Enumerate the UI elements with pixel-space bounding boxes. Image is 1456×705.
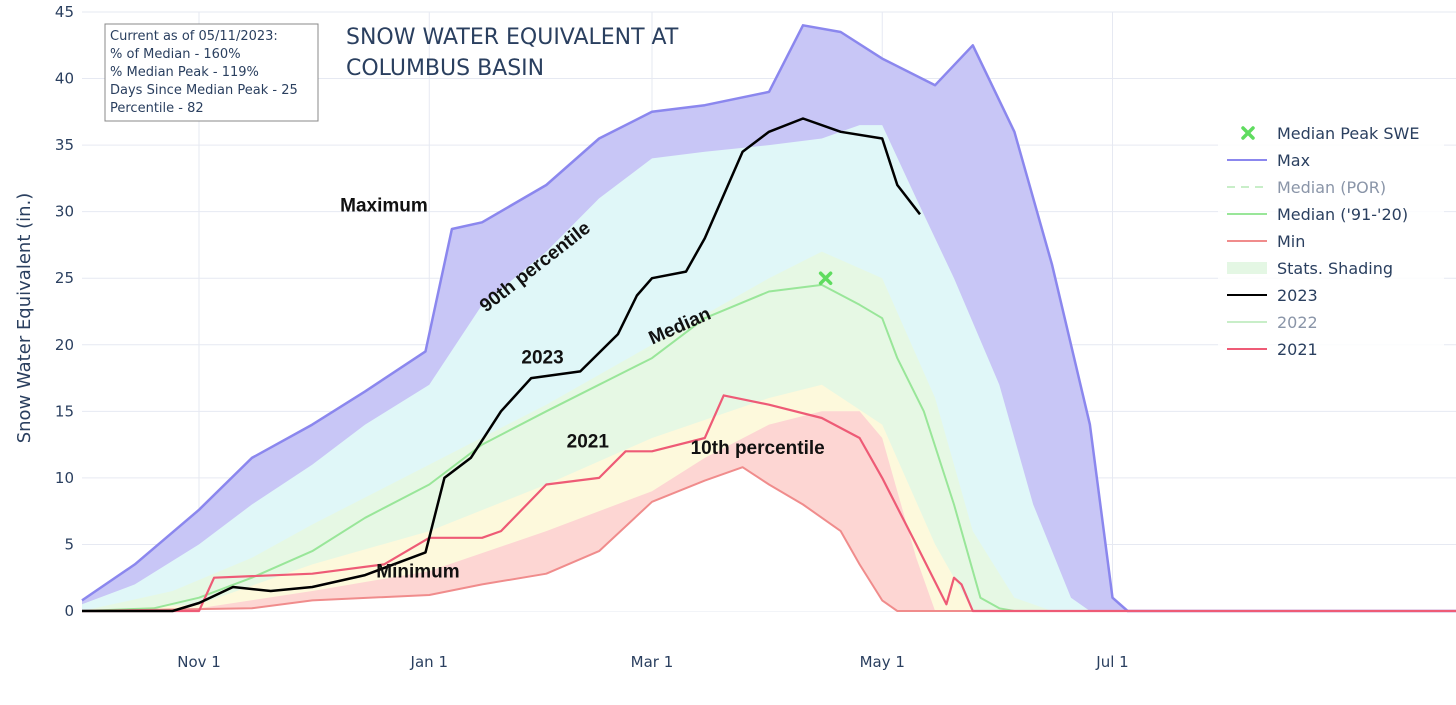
legend-swatch — [1241, 126, 1255, 140]
legend-label: Min — [1277, 232, 1305, 251]
series-line-2023 — [82, 117, 921, 613]
y-tick-label: 25 — [55, 269, 74, 287]
median-peak-marker — [818, 271, 833, 285]
series-line-min — [81, 466, 1456, 612]
series-line-2021 — [82, 394, 1456, 613]
legend-label: 2023 — [1277, 286, 1318, 305]
info-box-line: % Median Peak - 119% — [110, 65, 259, 80]
legend-item: Max — [1227, 151, 1310, 170]
info-box-line: Current as of 05/11/2023: — [110, 29, 278, 44]
info-box-line: Percentile - 82 — [110, 101, 204, 116]
axis-layer: 0 5 10 15 20 25 30 35 40 45 Nov 1 Jan 1 Mar 1 May 1 Ju… — [55, 3, 1129, 671]
x-tick-label: Jan 1 — [410, 653, 448, 671]
info-box-line: Days Since Median Peak - 25 — [110, 83, 298, 98]
y-tick-label: 20 — [55, 336, 74, 354]
annotation-label: 10th percentile — [691, 438, 825, 459]
legend-label: Max — [1277, 151, 1310, 170]
y-tick-label: 0 — [64, 602, 74, 620]
legend-item: Min — [1227, 232, 1305, 251]
y-tick-label: 10 — [55, 469, 74, 487]
y-tick-label: 35 — [55, 136, 74, 154]
x-tick-label: Mar 1 — [631, 653, 674, 671]
legend-swatch — [1227, 262, 1267, 274]
series-line-max — [81, 24, 1456, 613]
band-min — [82, 467, 1456, 611]
legend-item: Stats. Shading — [1227, 259, 1393, 278]
y-tick-label: 15 — [55, 402, 74, 420]
legend-label: Median Peak SWE — [1277, 124, 1419, 143]
y-tick-label: 40 — [55, 70, 74, 88]
x-tick-label: May 1 — [860, 653, 905, 671]
chart-title-line-2: COLUMBUS BASIN — [346, 56, 544, 81]
legend-label: 2022 — [1277, 313, 1318, 332]
x-tick-label: Jul 1 — [1095, 653, 1128, 671]
x-tick-label: Nov 1 — [177, 653, 221, 671]
legend-item: 2023 — [1227, 286, 1318, 305]
annotation-label: Minimum — [376, 562, 459, 583]
y-tick-label: 5 — [64, 535, 74, 553]
y-tick-label: 30 — [55, 203, 74, 221]
legend: Median Peak SWE Max Median (POR) Median ('9… — [1218, 112, 1444, 362]
line-layer — [81, 24, 1456, 613]
legend-item: 2022 — [1227, 313, 1318, 332]
annotation-label: 2023 — [521, 347, 563, 368]
legend-label: Stats. Shading — [1277, 259, 1393, 278]
legend-label: Median (POR) — [1277, 178, 1386, 197]
legend-item: Median ('91-'20) — [1227, 205, 1408, 224]
info-box-line: % of Median - 160% — [110, 47, 241, 62]
annotation-label: Maximum — [340, 196, 428, 217]
y-axis-label: Snow Water Equivalent (in.) — [14, 193, 35, 444]
series-line-median-91-20- — [81, 283, 1456, 612]
legend-item: 2021 — [1227, 340, 1318, 359]
legend-label: Median ('91-'20) — [1277, 205, 1408, 224]
area-layer — [82, 25, 1456, 612]
info-box: Current as of 05/11/2023: % of Median - 1… — [104, 23, 319, 122]
legend-label: 2021 — [1277, 340, 1318, 359]
y-tick-label: 45 — [55, 3, 74, 21]
legend-item: Median Peak SWE — [1241, 124, 1419, 143]
chart-title-line-1: SNOW WATER EQUIVALENT AT — [346, 25, 679, 50]
legend-item: Median (POR) — [1227, 178, 1386, 197]
annotation-label: 2021 — [567, 431, 610, 452]
